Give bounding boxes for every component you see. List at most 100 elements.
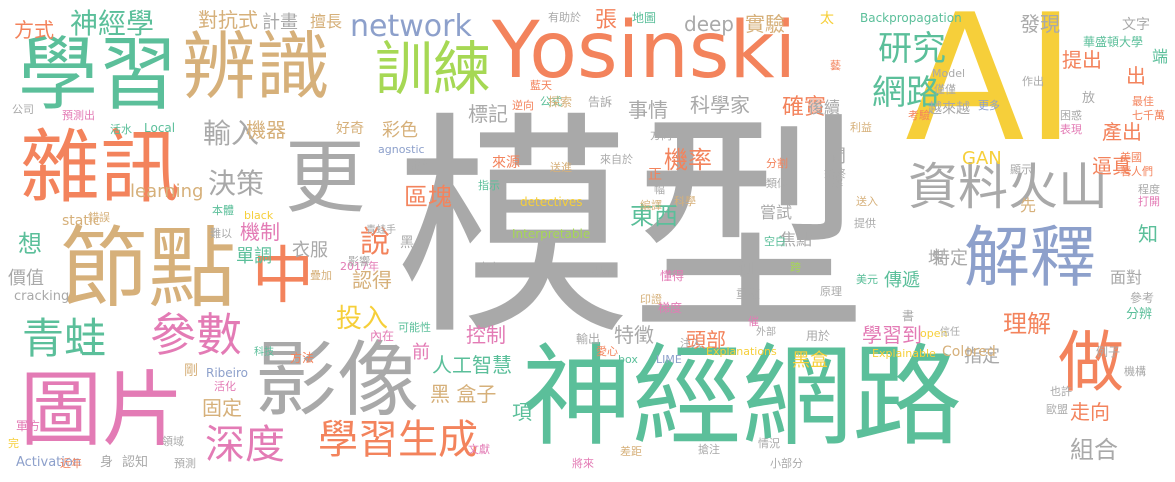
word: 面對 xyxy=(1110,268,1143,287)
word: 來自於 xyxy=(600,153,633,166)
word: static xyxy=(62,213,101,229)
word: 產出 xyxy=(1102,120,1142,144)
word: 藝 xyxy=(830,59,841,72)
word: 機率 xyxy=(664,146,712,174)
word: 正 xyxy=(648,167,662,183)
word: 認得 xyxy=(352,268,392,292)
word: 頭部 xyxy=(686,328,726,352)
word: 倒 xyxy=(738,260,755,279)
word: 信任 xyxy=(940,327,960,338)
word: 情況 xyxy=(758,437,780,450)
word: 解釋 xyxy=(964,219,1096,296)
word: 逼真 xyxy=(1092,154,1132,178)
word: 事情 xyxy=(628,98,668,122)
word: 送入 xyxy=(856,195,878,208)
word: 程度 xyxy=(1138,183,1160,196)
word: 文獻 xyxy=(468,443,490,456)
word: 區塊 xyxy=(404,183,452,211)
word: 近年 xyxy=(60,457,82,470)
word: 人工智慧 xyxy=(432,353,512,377)
word: learning xyxy=(130,181,204,202)
word: 預測出 xyxy=(62,109,95,122)
word: Interpretable xyxy=(512,227,591,241)
word: 僅僅 xyxy=(934,83,956,96)
word: 提出 xyxy=(1062,48,1102,72)
word: Colored xyxy=(942,344,996,360)
word: cracking xyxy=(14,289,70,304)
word: LIME xyxy=(656,353,682,366)
word: black xyxy=(244,209,274,222)
word: 催 xyxy=(748,315,759,328)
word: 分割 xyxy=(766,157,788,170)
word: 越來越 xyxy=(928,101,970,117)
word: 影響 xyxy=(348,255,370,268)
word: 機制 xyxy=(240,220,280,244)
word: 領域 xyxy=(162,435,184,448)
word: 分辨 xyxy=(1126,307,1153,322)
word: 東西 xyxy=(630,202,678,230)
word: 參數 xyxy=(150,308,242,362)
word: 更多 xyxy=(978,99,1000,112)
word: 顯示 xyxy=(1010,163,1032,176)
word: 錯誤 xyxy=(88,211,110,224)
word: 傳遞 xyxy=(884,270,920,291)
word: 計畫 xyxy=(262,12,298,33)
word: 華盛頓大學 xyxy=(1083,35,1144,49)
word: network xyxy=(350,9,472,44)
word: 單調 xyxy=(236,246,272,267)
word: 太 xyxy=(820,11,834,27)
word: 例子 xyxy=(1096,345,1121,359)
word: 標記 xyxy=(468,102,508,126)
word: open xyxy=(920,327,948,340)
word: 張 xyxy=(595,8,618,33)
word: 黑 xyxy=(400,235,414,251)
word: 黑 盒子 xyxy=(430,382,497,406)
word: 訓練 xyxy=(375,35,492,103)
word: 提示 xyxy=(592,265,614,278)
word: 公司 xyxy=(12,103,34,116)
word: 編譯 xyxy=(640,199,662,212)
word: Backpropagation xyxy=(860,11,962,25)
word: 提供 xyxy=(854,217,876,230)
word: 後續 xyxy=(808,98,841,117)
word: 嘗試 xyxy=(760,203,793,222)
word: 作出 xyxy=(1022,75,1044,88)
word: 說 xyxy=(360,225,390,260)
word: 小部分 xyxy=(770,457,803,470)
word: 更 xyxy=(285,131,365,224)
word: 幅 xyxy=(654,183,665,196)
word: 固定 xyxy=(202,396,242,420)
word: 做 xyxy=(1058,324,1124,401)
word: 圖片 xyxy=(20,363,185,458)
word: 表現 xyxy=(1060,123,1082,136)
word: 特定 xyxy=(932,248,968,269)
word: 焦點 xyxy=(780,230,813,249)
word: 指示 xyxy=(478,179,500,192)
word: 想 xyxy=(18,230,42,258)
word: 可能性 xyxy=(398,321,431,334)
word: 擅長 xyxy=(310,12,343,31)
word: 書 xyxy=(902,309,915,323)
word: box xyxy=(618,353,638,366)
word: 方式 xyxy=(14,18,54,42)
word: 將來 xyxy=(572,457,594,470)
word: 出 xyxy=(1126,64,1146,88)
word: Local xyxy=(144,121,176,135)
word: 機器 xyxy=(246,118,286,142)
word: 空白 xyxy=(764,235,786,248)
word: 辨識 xyxy=(182,24,330,110)
word: 雜訊 xyxy=(20,121,180,214)
word: 困惑 xyxy=(1060,109,1082,122)
word: 疊加 xyxy=(310,269,332,282)
word: Yosinski xyxy=(492,6,797,96)
word: 研究 xyxy=(878,29,946,69)
word: 端 xyxy=(1149,48,1168,64)
word: 用於 xyxy=(806,329,831,343)
word: 剛 xyxy=(184,363,198,379)
word: 難以 xyxy=(210,227,232,240)
word: 類似 xyxy=(766,177,788,190)
word: 塊 xyxy=(928,248,945,267)
word: 實驗 xyxy=(745,12,785,36)
word: 神經學 xyxy=(70,7,155,40)
word: 內在 xyxy=(370,329,395,343)
